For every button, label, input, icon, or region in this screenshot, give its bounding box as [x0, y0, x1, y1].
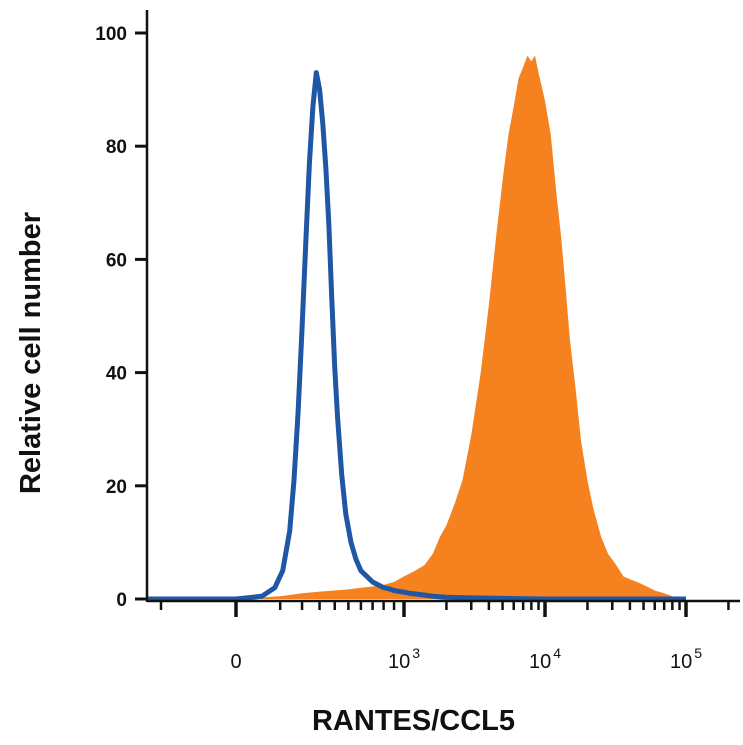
x-axis-minor-ticks: [159, 601, 730, 617]
y-axis-ticks: 0 20 40 60 80 100: [95, 24, 147, 611]
plot-area: [146, 55, 686, 602]
x-tick-label: 0: [230, 651, 241, 673]
x-tick-label: 10 4: [529, 645, 561, 673]
series-blue-outline-histogram: [146, 70, 686, 602]
y-tick-label: 0: [116, 590, 127, 611]
x-tick-label: 10 5: [670, 645, 702, 673]
x-axis-tick-labels: 0 10 3 10 4 10 5: [230, 645, 702, 673]
y-tick-label: 80: [106, 137, 127, 158]
y-tick-label: 40: [106, 364, 127, 385]
y-tick-label: 60: [106, 250, 127, 271]
y-tick-label: 20: [106, 477, 127, 498]
x-tick-label: 10 3: [388, 645, 420, 673]
series-orange-filled-histogram: [146, 55, 686, 600]
y-axis-title: Relative cell number: [15, 212, 47, 494]
y-tick-label: 100: [95, 24, 127, 45]
x-axis-title: RANTES/CCL5: [312, 705, 515, 737]
